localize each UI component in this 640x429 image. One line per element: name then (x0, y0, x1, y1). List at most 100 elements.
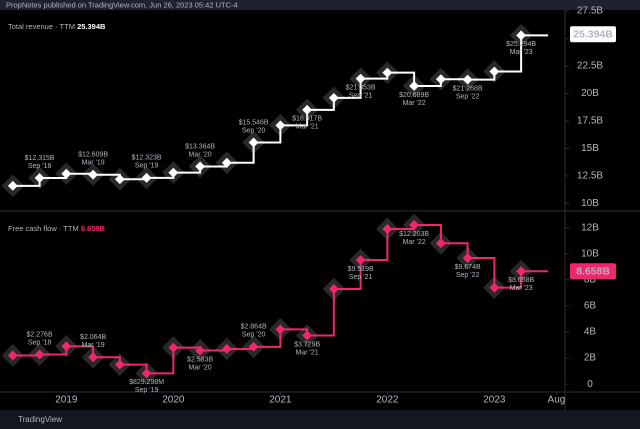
point-date: Sep '21 (349, 274, 373, 281)
point-date: Mar '19 (82, 160, 105, 167)
y-tick-label: 20B (581, 88, 599, 99)
legend: Total revenue · TTM 25.394B (8, 22, 106, 31)
value-label: $2.064B (80, 334, 106, 341)
y-tick-label: 12.5B (577, 171, 603, 182)
x-tick-label: 2022 (376, 395, 399, 406)
point (516, 30, 527, 41)
value-label: $2.276B (27, 331, 53, 338)
point-date: Sep '18 (28, 163, 52, 170)
last-value-badge (570, 26, 616, 43)
value-label: $3.729B (294, 341, 320, 348)
value-label: $20.689B (399, 92, 429, 99)
legend: Free cash flow · TTM 8.658B (8, 224, 106, 233)
value-label: $9.674B (455, 264, 481, 271)
last-value-badge (570, 263, 616, 280)
point-date: Mar '22 (403, 239, 426, 246)
value-label: $13.364B (185, 143, 215, 150)
value-label: $15.546B (239, 119, 269, 126)
point-date: Sep '18 (28, 339, 52, 346)
step-line (12, 34, 549, 187)
point (34, 173, 45, 183)
point-date: Sep '21 (349, 92, 373, 99)
value-label: $12.315B (25, 155, 55, 162)
point-date: Sep '22 (456, 93, 480, 100)
point (195, 161, 206, 172)
point-date: Mar '19 (82, 342, 105, 349)
legend-title: Free cash flow · TTM (8, 224, 79, 233)
value-label: $21.268B (453, 85, 483, 92)
y-tick-label: 12B (581, 222, 599, 233)
point (221, 344, 232, 354)
point-date: Sep '19 (135, 163, 159, 170)
last-value-label: 25.394B (573, 29, 613, 41)
y-tick-label: 22.5B (577, 61, 603, 72)
point (382, 224, 393, 234)
y-tick-label: 27.5B (577, 6, 603, 17)
point (355, 255, 366, 265)
point (328, 284, 339, 294)
value-label: $2.864B (241, 324, 267, 331)
y-tick-label: 10B (581, 248, 599, 259)
legend-value: 25.394B (77, 22, 106, 31)
point-date: Mar '23 (510, 285, 533, 292)
point-date: Mar '20 (189, 151, 212, 158)
y-tick-label: 8B (584, 274, 597, 285)
point-date: Mar '21 (296, 349, 319, 356)
value-label: $12.323B (132, 155, 162, 162)
point-date: Sep '20 (242, 332, 266, 339)
value-label: $12.609B (78, 152, 108, 159)
point (141, 368, 152, 379)
point (516, 266, 527, 277)
point-date: Sep '20 (242, 127, 266, 134)
point (275, 324, 286, 335)
point (88, 169, 99, 180)
step-line (12, 224, 549, 375)
point (61, 168, 72, 179)
header-text: PropNotes published on TradingView.com, … (6, 0, 238, 9)
last-value-label: 8.658B (576, 266, 610, 278)
point (168, 167, 179, 178)
value-label: $12.203B (399, 231, 429, 238)
point (248, 137, 259, 148)
y-tick-label: 6B (584, 301, 597, 312)
header-bar (0, 0, 640, 10)
point-date: Sep '22 (456, 272, 480, 279)
point (435, 238, 446, 249)
point (462, 253, 473, 263)
x-tick-label: 2023 (483, 395, 506, 406)
value-label: $21.353B (346, 84, 376, 91)
x-tick-label: Aug (548, 395, 566, 406)
footer-logo: TradingView (18, 415, 62, 424)
x-tick-label: 2020 (162, 395, 185, 406)
point (221, 157, 232, 168)
point (248, 341, 259, 352)
point-date: Sep '19 (135, 387, 159, 394)
value-label: $8.658B (508, 277, 534, 284)
y-tick-label: 10B (581, 198, 599, 209)
legend-title: Total revenue · TTM (8, 22, 75, 31)
y-tick-label: 15B (581, 143, 599, 154)
x-tick-label: 2019 (55, 395, 78, 406)
value-label: $25.294B (506, 41, 536, 48)
y-tick-label: 17.5B (577, 116, 603, 127)
y-tick-label: 2B (584, 353, 597, 364)
y-tick-label: 4B (584, 327, 597, 338)
value-label: $2.583B (187, 356, 213, 363)
point (195, 345, 206, 356)
point (114, 174, 125, 185)
x-tick-label: 2021 (269, 395, 292, 406)
point (7, 180, 18, 191)
point (141, 172, 152, 183)
point-date: Mar '22 (403, 100, 426, 107)
legend-value: 8.658B (81, 224, 106, 233)
point-date: Mar '23 (510, 49, 533, 56)
value-label: $829.298M (129, 379, 164, 386)
point (302, 330, 313, 341)
point (489, 282, 500, 293)
y-tick-label: 0 (587, 379, 593, 390)
point-date: Mar '20 (189, 364, 212, 371)
footer-bar (0, 410, 640, 429)
point-date: Mar '21 (296, 124, 319, 131)
point (168, 342, 179, 353)
